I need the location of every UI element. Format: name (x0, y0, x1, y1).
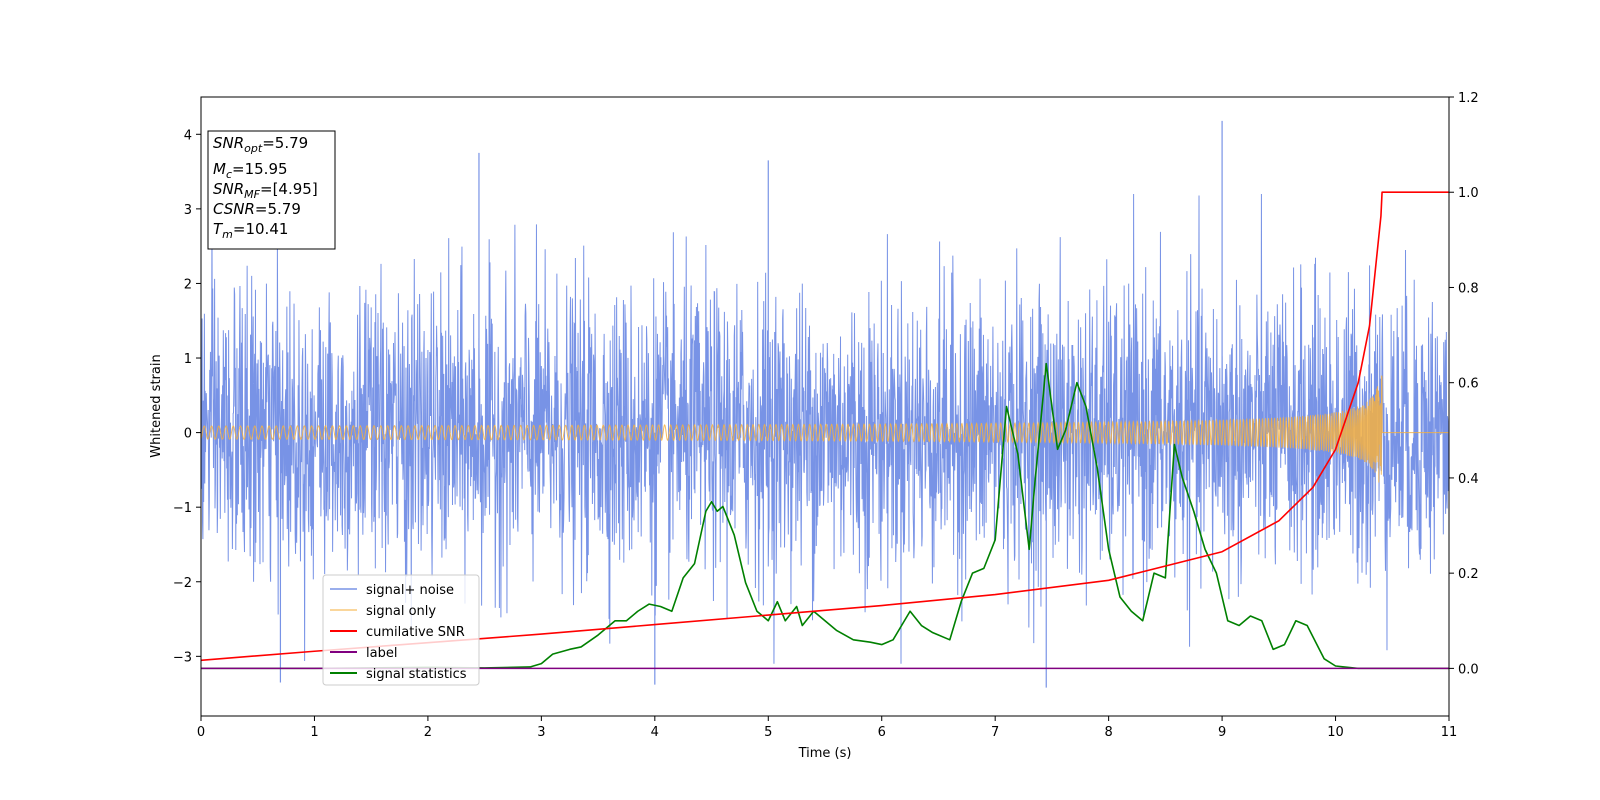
annotation-line: SNRopt=5.79 (213, 134, 308, 155)
y-axis-label: Whitened strain (149, 354, 164, 457)
annotation-line: SNRMF=[4.95] (213, 180, 318, 201)
series-cumulative-snr (201, 191, 1449, 662)
x-tick-label: 1 (310, 725, 318, 740)
series-signal-statistics (201, 362, 1449, 670)
y-tick-label: 4 (184, 128, 192, 143)
legend: signal+ noise signal only cumilative SNR la… (322, 574, 480, 686)
legend-label-text: label (366, 646, 397, 661)
x-axis-label: Time (s) (798, 746, 852, 761)
y-tick-label: −1 (173, 501, 192, 516)
legend-signal-statistics-text: signal statistics (366, 667, 467, 682)
y2-tick-label: 1.2 (1458, 91, 1479, 106)
legend-signal-noise-text: signal+ noise (366, 583, 454, 598)
chirp-series-layer (201, 375, 1449, 483)
y-tick-label: 1 (184, 352, 192, 367)
y2-tick-label: 0.8 (1458, 281, 1479, 296)
x-tick-label: 8 (1104, 725, 1112, 740)
series-signal-noise (201, 193, 1449, 664)
legend-cumulative-snr-text: cumilative SNR (366, 625, 465, 640)
y-tick-label: 3 (184, 203, 192, 218)
x-tick-label: 11 (1441, 725, 1458, 740)
x-tick-label: 5 (764, 725, 772, 740)
y2-tick-label: 0.4 (1458, 472, 1479, 487)
annotation-line: Mc=15.95 (213, 160, 288, 181)
y2-tick-label: 0.2 (1458, 567, 1479, 582)
annotation-line: CSNR=5.79 (213, 200, 301, 218)
annotation-line: Tm=10.41 (213, 220, 288, 241)
x-tick-label: 6 (878, 725, 886, 740)
annotation-box: SNRopt=5.79 Mc=15.95SNRMF=[4.95]CSNR=5.79… (207, 130, 336, 250)
y2-tick-label: 0.0 (1458, 662, 1479, 677)
y-tick-label: 0 (184, 427, 192, 442)
legend-frame (322, 574, 480, 686)
y2-tick-label: 0.6 (1458, 377, 1479, 392)
x-tick-label: 4 (651, 725, 659, 740)
y-tick-label: 2 (184, 277, 192, 292)
series-signal-only (201, 375, 1449, 483)
y-tick-label: −3 (173, 650, 192, 665)
legend-signal-only-text: signal only (366, 604, 436, 619)
x-tick-label: 3 (537, 725, 545, 740)
plot-frame (200, 96, 1450, 717)
y-tick-label: −2 (173, 576, 192, 591)
annotation-frame (207, 130, 336, 250)
noise-series-layer (201, 120, 1449, 688)
x-tick-label: 10 (1327, 725, 1344, 740)
x-tick-label: 9 (1218, 725, 1226, 740)
axis-ticks: 0 1 2 3 4 5 6 7 8 9 10 11 −3 −2 −1 0 1 2 3 4 0.0 0.2 0.4 0.6 0.8… (173, 91, 1479, 740)
x-tick-label: 0 (197, 725, 205, 740)
y2-tick-label: 1.0 (1458, 186, 1479, 201)
x-tick-label: 2 (424, 725, 432, 740)
x-tick-label: 7 (991, 725, 999, 740)
